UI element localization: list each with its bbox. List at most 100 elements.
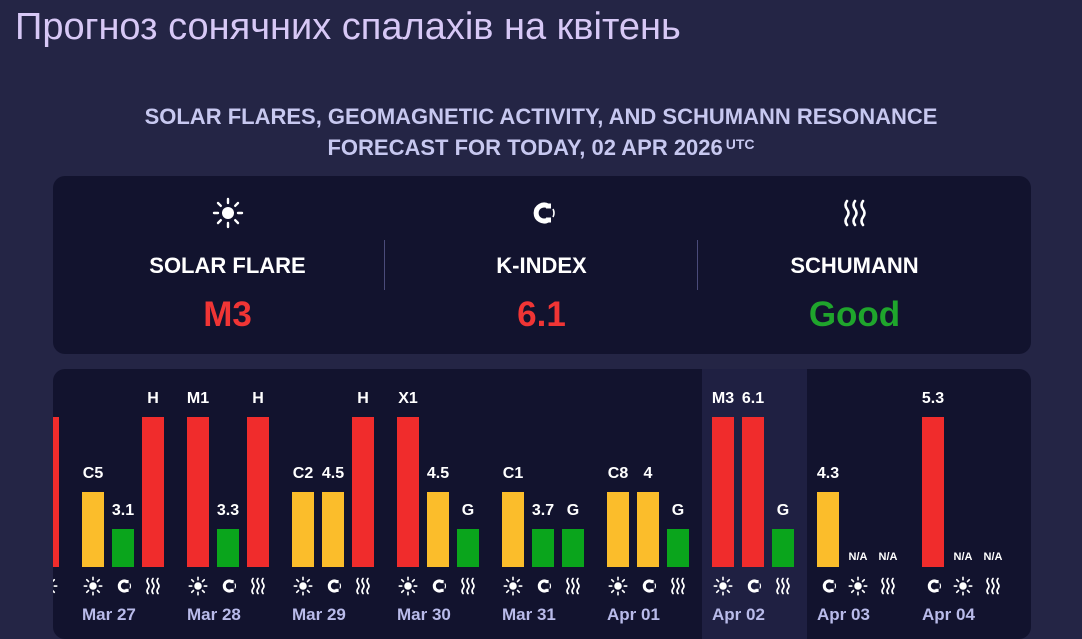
magnet-icon — [637, 575, 659, 597]
schumann-bar[interactable] — [772, 529, 794, 567]
k-index-value: 6.1 — [517, 295, 566, 334]
schumann-bar[interactable] — [562, 529, 584, 567]
forecast-heading-line1: SOLAR FLARES, GEOMAGNETIC ACTIVITY, AND … — [144, 104, 938, 129]
kindex-bar[interactable] — [742, 417, 764, 567]
flare-value-label: C8 — [607, 465, 629, 482]
kindex-bar[interactable] — [427, 492, 449, 567]
day-date-label: Mar 31 — [502, 605, 556, 624]
flare-value-label: N/A — [848, 551, 868, 563]
day-date-label: Mar 30 — [397, 605, 451, 624]
sun-icon — [71, 196, 384, 230]
kindex-value-label: 4.3 — [816, 465, 840, 482]
waves-icon — [982, 575, 1004, 597]
day-date-label: Apr 03 — [817, 605, 870, 624]
schumann-value-label: G — [461, 502, 475, 519]
day-date-label: Mar 28 — [187, 605, 241, 624]
schumann-value-label: G — [671, 502, 685, 519]
summary-schumann: SCHUMANN Good — [698, 176, 1011, 354]
sun-icon — [607, 575, 629, 597]
forecast-heading: SOLAR FLARES, GEOMAGNETIC ACTIVITY, AND … — [60, 101, 1022, 163]
flare-bar[interactable] — [292, 492, 314, 567]
magnet-icon — [112, 575, 134, 597]
schumann-label: SCHUMANN — [790, 253, 919, 278]
utc-label: UTC — [725, 136, 755, 152]
waves-icon — [877, 575, 899, 597]
waves-icon — [667, 575, 689, 597]
sun-icon — [397, 575, 419, 597]
schumann-bar[interactable] — [142, 417, 164, 567]
schumann-value-label: H — [147, 390, 159, 407]
forecast-heading-date: FORECAST FOR TODAY, 02 APR 2026 — [327, 135, 723, 160]
schumann-value: Good — [808, 295, 901, 334]
day-date-label: Apr 01 — [607, 605, 660, 624]
flare-value-label: X1 — [398, 390, 418, 407]
sun-icon — [502, 575, 524, 597]
schumann-value-label: N/A — [983, 551, 1003, 563]
magnet-icon — [385, 196, 698, 230]
flare-value-label: H — [53, 390, 68, 408]
solar-flare-label: SOLAR FLARE — [149, 253, 306, 278]
kindex-bar[interactable] — [637, 492, 659, 567]
kindex-bar[interactable] — [322, 492, 344, 567]
kindex-value-label: 4.5 — [426, 465, 450, 482]
flare-bar[interactable] — [712, 417, 734, 567]
flare-bar[interactable] — [187, 417, 209, 567]
flare-bar[interactable] — [502, 492, 524, 567]
kindex-value-label: 5.3 — [921, 390, 945, 407]
today-summary-card: SOLAR FLARE M3 K-INDEX 6.1 SCHU — [53, 176, 1031, 354]
sun-icon — [82, 575, 104, 597]
schumann-value-label: N/A — [878, 551, 898, 563]
kindex-value-label: 3.7 — [531, 502, 555, 519]
forecast-heading-line2: FORECAST FOR TODAY, 02 APR 2026 UTC — [60, 132, 1022, 163]
kindex-value-label: 4 — [643, 465, 653, 482]
waves-icon — [772, 575, 794, 597]
kindex-bar[interactable] — [922, 417, 944, 567]
waves-icon — [247, 575, 269, 597]
kindex-bar[interactable] — [112, 529, 134, 567]
k-index-label: K-INDEX — [496, 253, 587, 278]
schumann-value-label: H — [357, 390, 369, 407]
flare-bar[interactable] — [82, 492, 104, 567]
magnet-icon — [817, 575, 839, 597]
sun-icon — [53, 575, 59, 597]
kindex-value-label: 4.5 — [321, 465, 345, 482]
kindex-value-label: 3.1 — [111, 502, 135, 519]
schumann-value-label: G — [776, 502, 790, 519]
magnet-icon — [532, 575, 554, 597]
waves-icon — [562, 575, 584, 597]
summary-k-index: K-INDEX 6.1 — [385, 176, 698, 354]
schumann-value-label: G — [566, 502, 580, 519]
flare-bar[interactable] — [397, 417, 419, 567]
sun-icon — [292, 575, 314, 597]
magnet-icon — [742, 575, 764, 597]
sun-icon — [952, 575, 974, 597]
day-date-label: Mar 29 — [292, 605, 346, 624]
waves-icon — [698, 196, 1011, 230]
day-date-label: Apr 02 — [712, 605, 765, 624]
kindex-value-label: 3.3 — [216, 502, 240, 519]
flare-value-label: C2 — [292, 465, 314, 482]
flare-bar[interactable] — [53, 417, 59, 567]
day-date-label: Apr 04 — [922, 605, 975, 624]
forecast-timeline-chart[interactable]: H C5 3.1 H Mar 27 M1 3.3 H Mar 28 C2 4.5 H Mar 29 X1 4… — [53, 369, 1031, 639]
schumann-bar[interactable] — [667, 529, 689, 567]
flare-value-label: N/A — [953, 551, 973, 563]
flare-value-label: C1 — [502, 465, 524, 482]
flare-value-label: M1 — [186, 390, 210, 407]
kindex-bar[interactable] — [217, 529, 239, 567]
flare-value-label: M3 — [711, 390, 735, 407]
magnet-icon — [922, 575, 944, 597]
schumann-bar[interactable] — [457, 529, 479, 567]
flare-value-label: C5 — [82, 465, 104, 482]
schumann-bar[interactable] — [352, 417, 374, 567]
schumann-bar[interactable] — [247, 417, 269, 567]
kindex-bar[interactable] — [817, 492, 839, 567]
magnet-icon — [322, 575, 344, 597]
waves-icon — [457, 575, 479, 597]
flare-bar[interactable] — [607, 492, 629, 567]
magnet-icon — [217, 575, 239, 597]
kindex-bar[interactable] — [532, 529, 554, 567]
sun-icon — [847, 575, 869, 597]
schumann-value-label: H — [252, 390, 264, 407]
magnet-icon — [427, 575, 449, 597]
